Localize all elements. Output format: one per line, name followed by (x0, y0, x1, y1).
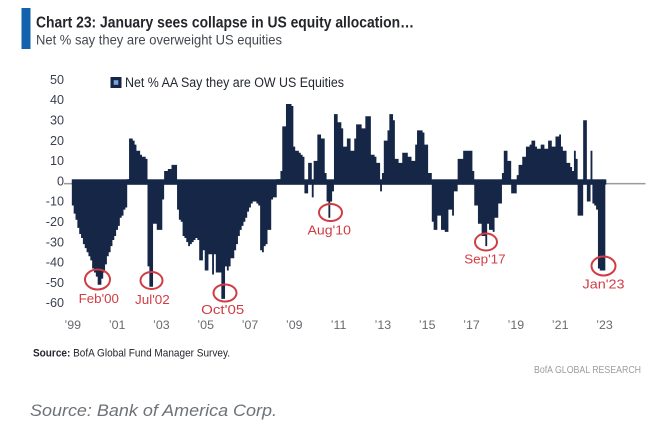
svg-text:BofA GLOBAL RESEARCH: BofA GLOBAL RESEARCH (534, 365, 641, 376)
svg-text:ʼ01: ʼ01 (109, 318, 126, 332)
svg-text:Jan'23: Jan'23 (583, 277, 625, 292)
svg-text:-50: -50 (46, 276, 64, 290)
svg-text:-20: -20 (46, 215, 64, 229)
svg-text:Source: Bank of America Corp.: Source: Bank of America Corp. (30, 402, 277, 420)
svg-text:ʼ19: ʼ19 (508, 318, 525, 332)
svg-text:ʼ07: ʼ07 (242, 318, 259, 332)
svg-text:ʼ11: ʼ11 (331, 318, 347, 332)
svg-text:30: 30 (50, 114, 64, 128)
svg-text:ʼ99: ʼ99 (65, 318, 82, 332)
svg-text:Source: BofA Global Fund Mana: Source: BofA Global Fund Manager Survey. (33, 348, 230, 360)
svg-text:Sep'17: Sep'17 (464, 252, 505, 267)
svg-text:ʼ23: ʼ23 (596, 318, 613, 332)
svg-text:Feb'00: Feb'00 (79, 291, 119, 306)
svg-text:Oct'05: Oct'05 (201, 302, 244, 317)
svg-text:ʼ09: ʼ09 (286, 318, 303, 332)
svg-text:-10: -10 (46, 195, 64, 209)
svg-text:ʼ13: ʼ13 (375, 318, 392, 332)
svg-text:-60: -60 (46, 296, 64, 310)
svg-text:ʼ03: ʼ03 (153, 318, 170, 332)
svg-text:0: 0 (57, 174, 64, 188)
svg-text:Net % AA Say they are OW US Eq: Net % AA Say they are OW US Equities (125, 75, 344, 90)
svg-text:40: 40 (50, 93, 64, 107)
svg-text:Jul'02: Jul'02 (135, 292, 170, 307)
svg-text:20: 20 (50, 134, 64, 148)
svg-text:50: 50 (50, 73, 64, 87)
svg-text:-30: -30 (46, 235, 64, 249)
svg-text:-40: -40 (46, 256, 64, 270)
svg-text:ʼ15: ʼ15 (419, 318, 436, 332)
svg-text:ʼ05: ʼ05 (197, 318, 214, 332)
svg-text:ʼ17: ʼ17 (463, 318, 480, 332)
svg-text:ʼ21: ʼ21 (552, 318, 569, 332)
svg-text:Aug'10: Aug'10 (308, 223, 351, 238)
svg-text:Net % say they are overweight: Net % say they are overweight US equitie… (36, 33, 282, 48)
svg-text:10: 10 (50, 154, 64, 168)
svg-text:Chart 23: January sees collaps: Chart 23: January sees collapse in US eq… (36, 15, 414, 32)
